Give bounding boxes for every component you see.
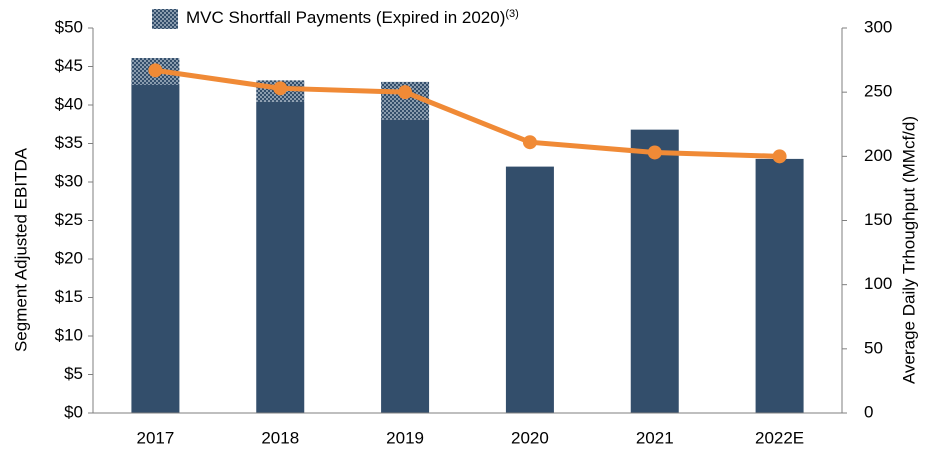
y2-tick-label: 0 <box>864 402 873 421</box>
y-tick-label: $25 <box>55 210 83 229</box>
y-tick-label: $45 <box>55 56 83 75</box>
x-tick-label: 2022E <box>755 428 804 447</box>
y-tick-label: $40 <box>55 94 83 113</box>
y-tick-label: $20 <box>55 248 83 267</box>
y-tick-label: $50 <box>55 17 83 36</box>
line-marker <box>647 145 662 160</box>
line-marker <box>148 63 163 78</box>
y-tick-label: $0 <box>64 402 83 421</box>
bar <box>131 84 180 413</box>
y2-tick-label: 50 <box>864 338 883 357</box>
legend-name: MVC Shortfall Payments (Expired in 2020) <box>186 8 505 27</box>
y-tick-label: $10 <box>55 325 83 344</box>
y2-tick-label: 150 <box>864 210 892 229</box>
line-marker <box>398 85 413 100</box>
y2-tick-label: 100 <box>864 274 892 293</box>
y-tick-label: $30 <box>55 171 83 190</box>
bar <box>755 158 804 413</box>
y-axis-title: Segment Adjusted EBITDA <box>11 147 30 352</box>
y-tick-label: $35 <box>55 133 83 152</box>
y-tick-label: $15 <box>55 287 83 306</box>
bar <box>381 119 430 413</box>
y2-tick-label: 200 <box>864 146 892 165</box>
legend-label: MVC Shortfall Payments (Expired in 2020)… <box>186 8 519 28</box>
legend-note: (3) <box>505 8 518 20</box>
bar <box>630 129 679 413</box>
y2-axis-title: Average Daily Trhoughput (MMcf/d) <box>899 116 918 384</box>
y-tick-label: $5 <box>64 364 83 383</box>
y2-tick-label: 300 <box>864 17 892 36</box>
x-tick-label: 2021 <box>636 428 674 447</box>
bar <box>256 101 305 414</box>
legend-swatch <box>152 9 178 29</box>
x-tick-label: 2017 <box>137 428 175 447</box>
line-marker <box>522 135 537 150</box>
line <box>155 67 780 159</box>
line-marker <box>273 81 288 96</box>
x-tick-label: 2020 <box>511 428 549 447</box>
y2-tick-label: 250 <box>864 82 892 101</box>
x-tick-label: 2018 <box>261 428 299 447</box>
line-marker <box>772 149 787 164</box>
x-tick-label: 2019 <box>386 428 424 447</box>
bar <box>505 166 554 413</box>
